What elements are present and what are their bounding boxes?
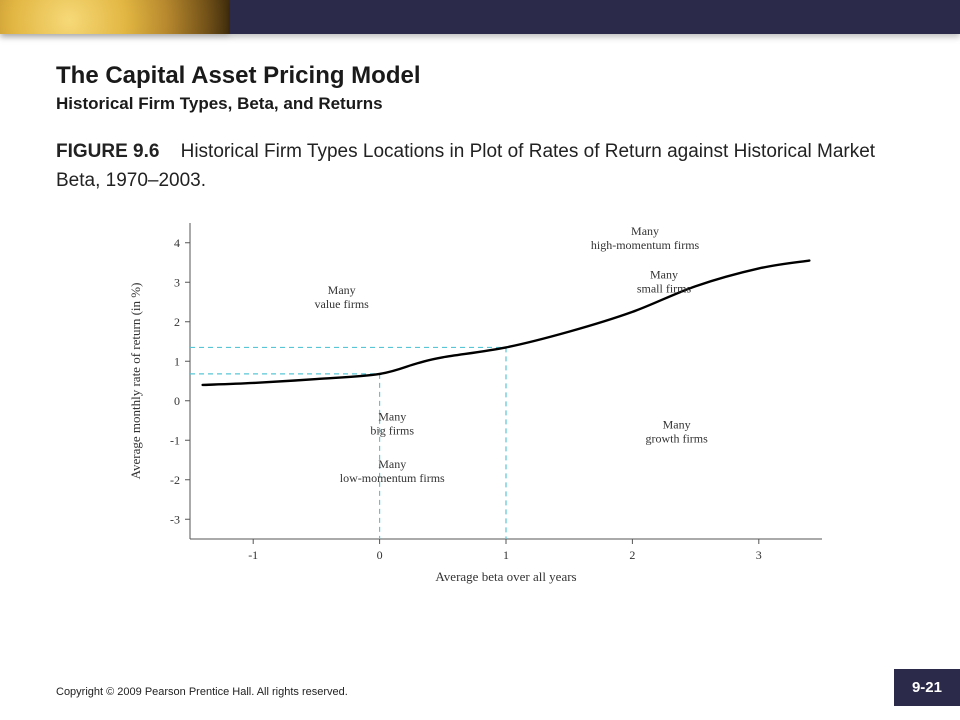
svg-text:3: 3 <box>756 548 762 562</box>
band-decor-right <box>230 0 960 34</box>
svg-text:0: 0 <box>174 394 180 408</box>
copyright-text: Copyright © 2009 Pearson Prentice Hall. … <box>56 686 348 698</box>
slide-content: The Capital Asset Pricing Model Historic… <box>0 34 960 589</box>
footer: Copyright © 2009 Pearson Prentice Hall. … <box>56 682 960 700</box>
page-number-badge: 9-21 <box>894 669 960 706</box>
svg-text:-1: -1 <box>248 548 258 562</box>
svg-text:value firms: value firms <box>315 297 370 311</box>
figure-label: FIGURE 9.6 <box>56 141 159 162</box>
svg-text:Many: Many <box>378 410 406 424</box>
figure-caption: FIGURE 9.6 Historical Firm Types Locatio… <box>56 138 904 195</box>
svg-text:2: 2 <box>629 548 635 562</box>
svg-text:big firms: big firms <box>370 424 414 438</box>
svg-text:4: 4 <box>174 236 180 250</box>
svg-text:-3: -3 <box>170 512 180 526</box>
svg-text:1: 1 <box>503 548 509 562</box>
slide-subtitle: Historical Firm Types, Beta, and Returns <box>56 94 904 114</box>
beta-return-chart: -3 -2 -1 0 1 2 3 4 -1 0 1 2 3 Average beta over all y… <box>120 209 840 589</box>
chart-container: -3 -2 -1 0 1 2 3 4 -1 0 1 2 3 Average beta over all y… <box>120 209 840 589</box>
figure-caption-text: Historical Firm Types Locations in Plot … <box>56 141 875 191</box>
slide-title: The Capital Asset Pricing Model <box>56 62 904 90</box>
header-band <box>0 0 960 34</box>
svg-text:Many: Many <box>378 457 406 471</box>
band-decor-left <box>0 0 230 34</box>
svg-text:0: 0 <box>377 548 383 562</box>
svg-text:Many: Many <box>650 267 678 281</box>
svg-text:Many: Many <box>328 283 356 297</box>
svg-text:high-momentum firms: high-momentum firms <box>591 238 700 252</box>
svg-text:-1: -1 <box>170 433 180 447</box>
svg-text:Many: Many <box>663 417 691 431</box>
svg-text:Many: Many <box>631 224 659 238</box>
svg-text:1: 1 <box>174 354 180 368</box>
svg-text:small firms: small firms <box>637 281 692 295</box>
svg-text:3: 3 <box>174 275 180 289</box>
svg-text:-2: -2 <box>170 473 180 487</box>
svg-text:Average beta over all years: Average beta over all years <box>435 569 576 584</box>
svg-text:Average monthly rate of return: Average monthly rate of return (in %) <box>128 283 143 480</box>
svg-text:growth firms: growth firms <box>645 431 708 445</box>
svg-text:2: 2 <box>174 315 180 329</box>
svg-text:low-momentum firms: low-momentum firms <box>340 471 445 485</box>
